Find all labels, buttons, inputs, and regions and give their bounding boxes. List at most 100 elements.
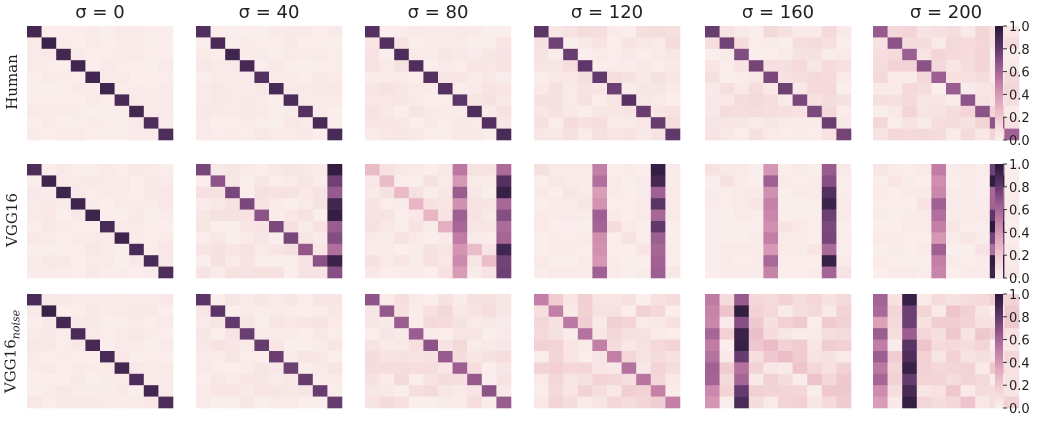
heatmap-cell — [563, 94, 579, 107]
heatmap-cell — [210, 83, 226, 95]
heatmap-cell — [650, 396, 666, 409]
heatmap-cell — [379, 339, 395, 352]
heatmap-cell — [254, 105, 270, 118]
heatmap-cell — [873, 351, 888, 363]
heatmap-cell — [887, 175, 903, 188]
heatmap-cell — [283, 385, 299, 397]
heatmap-cell — [931, 83, 947, 95]
heatmap-cell — [408, 198, 424, 210]
heatmap-cell — [821, 232, 837, 245]
heatmap-cell — [312, 71, 328, 84]
heatmap-cell — [379, 294, 395, 306]
heatmap-cell — [467, 117, 483, 129]
heatmap-cell — [975, 362, 991, 375]
heatmap-cell — [821, 71, 837, 84]
heatmap-cell — [210, 305, 226, 318]
heatmap-cell — [312, 266, 328, 279]
colorbar-segment — [995, 172, 1003, 176]
heatmap-cell — [577, 94, 593, 107]
heatmap-cell — [946, 385, 961, 397]
heatmap-cell — [748, 175, 764, 188]
heatmap-cell — [650, 71, 666, 84]
heatmap-cell — [1004, 255, 1020, 267]
colorbar-segment — [995, 131, 1003, 135]
heatmap-cell — [239, 175, 255, 188]
heatmap-cell — [408, 26, 424, 38]
heatmap-cell — [27, 198, 42, 210]
heatmap-cell — [423, 221, 439, 233]
heatmap-cell — [577, 362, 593, 375]
heatmap-cell — [665, 71, 681, 84]
heatmap-cell — [438, 221, 453, 233]
heatmap-cell — [312, 385, 328, 397]
heatmap-cell — [56, 255, 72, 267]
heatmap-cell — [312, 209, 328, 222]
heatmap-cell — [85, 232, 101, 245]
heatmap-cell — [563, 328, 579, 340]
heatmap-cell — [548, 255, 564, 267]
heatmap-cell — [70, 243, 86, 256]
heatmap-cell — [778, 128, 793, 141]
heatmap-cell — [650, 60, 666, 72]
heatmap-cell — [548, 164, 564, 176]
heatmap-cell — [129, 396, 145, 409]
heatmap-cell — [960, 305, 976, 318]
heatmap-cell — [792, 71, 808, 84]
heatmap-cell — [650, 186, 666, 199]
colorbar-segment — [995, 305, 1003, 309]
heatmap-cell — [1004, 117, 1020, 129]
heatmap-cell — [607, 48, 622, 61]
heatmap-cell — [41, 164, 57, 176]
heatmap-cell — [423, 48, 439, 61]
heatmap-cell — [778, 164, 793, 176]
colorbar-segment — [995, 328, 1003, 332]
heatmap-cell — [27, 243, 42, 256]
heatmap-cell — [408, 339, 424, 352]
heatmap-cell — [394, 209, 410, 222]
colorbar-segment — [995, 345, 1003, 349]
heatmap-cell — [379, 186, 395, 199]
heatmap-cell — [592, 294, 608, 306]
heatmap-cell — [114, 221, 130, 233]
heatmap-cell — [1004, 294, 1020, 306]
heatmap-cell — [394, 105, 410, 118]
heatmap-cell — [365, 385, 380, 397]
heatmap-cell — [960, 37, 976, 50]
heatmap-cell — [70, 209, 86, 222]
heatmap-cell — [100, 396, 115, 409]
heatmap-cell — [365, 305, 380, 318]
heatmap-cell — [327, 316, 343, 329]
heatmap-cell — [636, 243, 652, 256]
heatmap-cell — [379, 26, 395, 38]
heatmap-cell — [481, 232, 497, 245]
heatmap-cell — [143, 186, 159, 199]
heatmap-cell — [41, 105, 57, 118]
heatmap-cell — [129, 175, 145, 188]
heatmap-cell — [269, 232, 284, 245]
heatmap-cell — [327, 83, 343, 95]
heatmap-cell — [56, 164, 72, 176]
heatmap-cell — [70, 221, 86, 233]
heatmap-cell — [100, 209, 115, 222]
heatmap-cell — [114, 48, 130, 61]
heatmap-cell — [239, 128, 255, 141]
heatmap-cell — [496, 209, 512, 222]
heatmap-cell — [902, 71, 918, 84]
heatmap-cell — [452, 385, 468, 397]
heatmap-cell — [931, 385, 947, 397]
heatmap-cell — [70, 396, 86, 409]
heatmap-cell — [210, 351, 226, 363]
heatmap-cell — [327, 164, 343, 176]
heatmap-cell — [650, 94, 666, 107]
heatmap-cell — [636, 164, 652, 176]
colorbar-segment — [995, 94, 1003, 98]
heatmap-cell — [946, 175, 961, 188]
heatmap-cell — [225, 105, 241, 118]
heatmap-cell — [27, 305, 42, 318]
heatmap-cell — [1004, 71, 1020, 84]
heatmap-cell — [705, 351, 720, 363]
heatmap-cell — [563, 209, 579, 222]
heatmap-cell — [327, 351, 343, 363]
heatmap-cell — [298, 232, 314, 245]
heatmap-cell — [621, 305, 637, 318]
